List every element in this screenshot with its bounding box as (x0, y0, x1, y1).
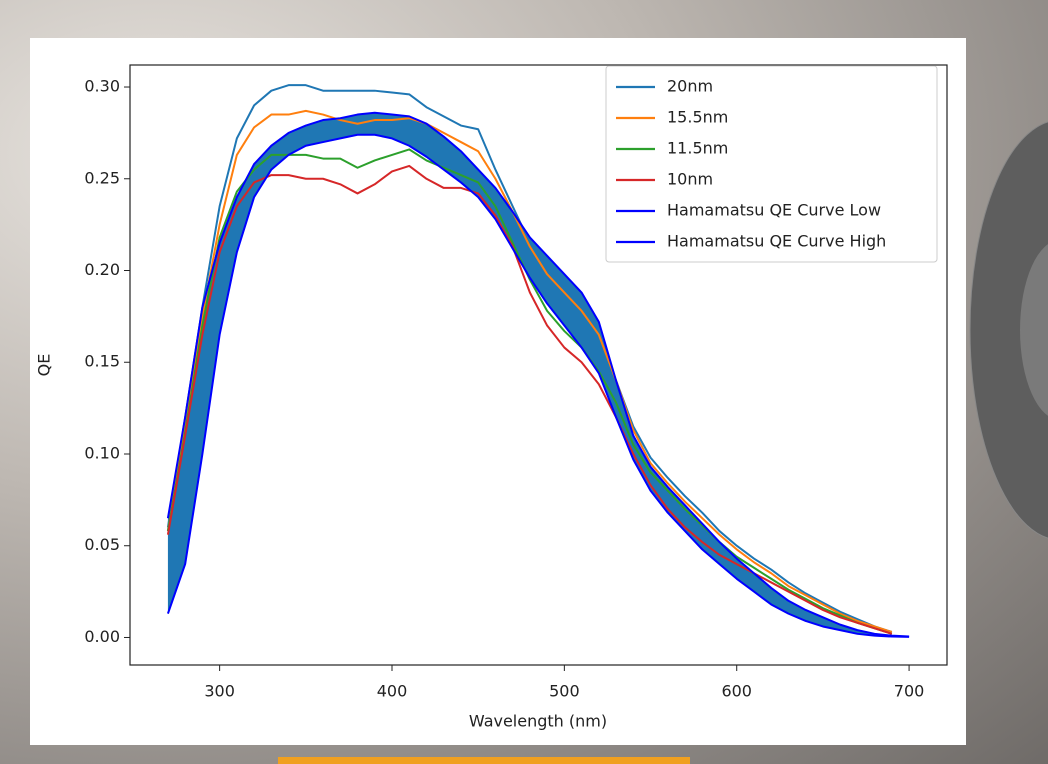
y-axis-label: QE (35, 354, 54, 377)
x-tick-label: 500 (549, 682, 580, 701)
legend-label: 20nm (667, 77, 713, 96)
series-line (166, 84, 893, 633)
y-tick-label: 0.15 (84, 352, 120, 371)
x-tick-label: 600 (721, 682, 752, 701)
legend-label: Hamamatsu QE Curve Low (667, 201, 881, 220)
legend-label: 11.5nm (667, 139, 728, 158)
y-tick-label: 0.25 (84, 168, 120, 187)
y-tick-label: 0.20 (84, 260, 120, 279)
legend-label: Hamamatsu QE Curve High (667, 232, 886, 251)
background-object (969, 121, 1048, 539)
y-tick-label: 0.10 (84, 443, 120, 462)
x-tick-label: 400 (377, 682, 408, 701)
background-object (1020, 244, 1048, 416)
y-tick-label: 0.30 (84, 77, 120, 96)
legend-box (605, 65, 938, 263)
series-line (166, 109, 893, 633)
y-tick-label: 0.05 (84, 535, 120, 554)
legend: 20nm 15.5nm 11.5nm 10nm Hamamatsu QE Curve L… (605, 65, 938, 263)
series-line (166, 133, 910, 638)
legend-label: 15.5nm (667, 108, 728, 127)
series-line (166, 111, 910, 638)
x-tick-label: 300 (204, 682, 235, 701)
x-axis-label: Wavelength (nm) (469, 712, 607, 731)
background-bar (278, 757, 690, 764)
plot-area (166, 84, 910, 638)
legend-label: 10nm (667, 170, 713, 189)
axes-frame (129, 64, 948, 666)
x-tick-label: 700 (894, 682, 925, 701)
y-tick-label: 0.00 (84, 627, 120, 646)
series-line (166, 164, 893, 635)
